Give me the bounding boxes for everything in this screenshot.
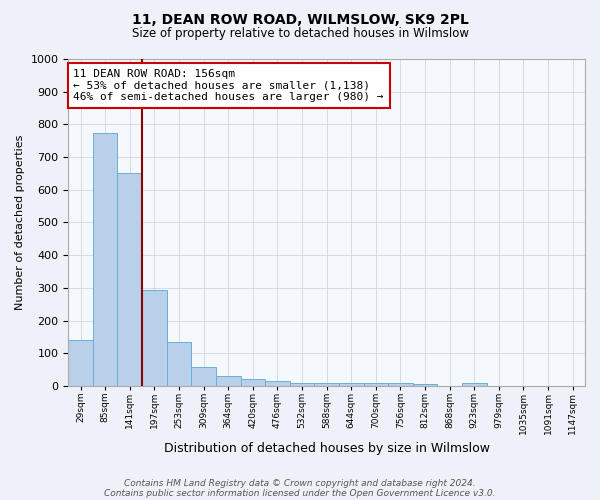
Text: 11 DEAN ROW ROAD: 156sqm
← 53% of detached houses are smaller (1,138)
46% of sem: 11 DEAN ROW ROAD: 156sqm ← 53% of detach…	[73, 69, 384, 102]
Bar	[167, 342, 191, 386]
Bar	[142, 290, 167, 386]
Y-axis label: Number of detached properties: Number of detached properties	[15, 135, 25, 310]
Bar	[93, 132, 118, 386]
Bar	[388, 384, 413, 386]
Bar	[68, 340, 93, 386]
Bar	[339, 384, 364, 386]
Bar	[462, 382, 487, 386]
Bar	[265, 381, 290, 386]
Bar	[118, 174, 142, 386]
Text: Contains HM Land Registry data © Crown copyright and database right 2024.: Contains HM Land Registry data © Crown c…	[124, 478, 476, 488]
Text: Size of property relative to detached houses in Wilmslow: Size of property relative to detached ho…	[131, 28, 469, 40]
Bar	[241, 380, 265, 386]
Bar	[216, 376, 241, 386]
Bar	[364, 382, 388, 386]
Bar	[191, 368, 216, 386]
Bar	[314, 382, 339, 386]
Text: 11, DEAN ROW ROAD, WILMSLOW, SK9 2PL: 11, DEAN ROW ROAD, WILMSLOW, SK9 2PL	[131, 12, 469, 26]
Bar	[413, 384, 437, 386]
Text: Contains public sector information licensed under the Open Government Licence v3: Contains public sector information licen…	[104, 488, 496, 498]
Bar	[290, 384, 314, 386]
X-axis label: Distribution of detached houses by size in Wilmslow: Distribution of detached houses by size …	[164, 442, 490, 455]
